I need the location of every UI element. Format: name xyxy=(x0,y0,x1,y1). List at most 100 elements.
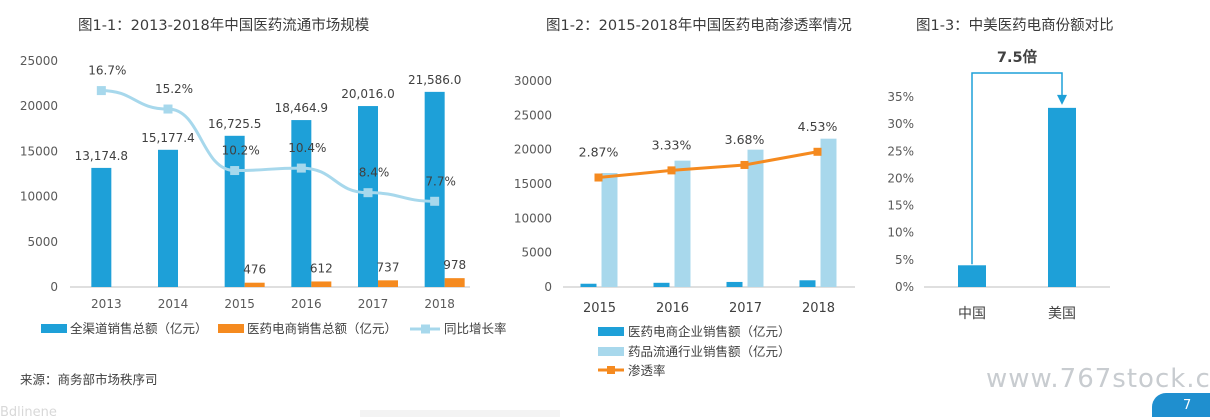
c1-bar-ecom-label: 737 xyxy=(377,260,400,274)
page-number-badge: 7 xyxy=(1152,393,1210,417)
c1-bar-ecom-label: 476 xyxy=(243,263,266,277)
c1-ytick-label: 15000 xyxy=(20,144,58,158)
c1-ytick-label: 5000 xyxy=(27,235,58,249)
c3-bar xyxy=(1048,107,1076,287)
c1-bar-ecom xyxy=(378,280,398,287)
c2-legend-swatch-industry xyxy=(598,347,624,356)
c1-bar-total-label: 15,177.4 xyxy=(141,131,194,145)
c2-penetration-label: 3.68% xyxy=(725,132,765,147)
c1-ytick-label: 0 xyxy=(50,280,58,294)
c1-growth-point xyxy=(230,166,240,176)
chart2-title: 图1-2：2015-2018年中国医药电商渗透率情况 xyxy=(546,18,852,34)
c1-growth-point xyxy=(430,196,440,206)
c3-ytick-label: 30% xyxy=(887,117,914,131)
c2-bar-ecom xyxy=(726,281,743,287)
c3-ytick-label: 20% xyxy=(887,171,914,185)
c2-bar-ecom xyxy=(580,283,597,287)
c2-penetration-point xyxy=(594,173,603,182)
c1-bar-ecom-label: 978 xyxy=(443,258,466,272)
c1-ytick-label: 10000 xyxy=(20,190,58,204)
c1-xtick-label: 2014 xyxy=(158,297,189,311)
c1-bar-ecom-label: 612 xyxy=(310,261,333,275)
chart3-title: 图1-3：中美医药电商份额对比 xyxy=(916,18,1114,34)
c1-bar-total xyxy=(91,167,112,287)
c1-xtick-label: 2018 xyxy=(424,297,455,311)
c2-ytick-label: 10000 xyxy=(514,211,552,225)
c2-legend-penetration: 渗透率 xyxy=(628,363,666,378)
c3-bar xyxy=(958,265,986,287)
c1-xtick-label: 2013 xyxy=(91,297,122,311)
c1-growth-label: 10.4% xyxy=(288,141,326,155)
c1-bar-ecom xyxy=(311,281,332,287)
logo-fragment: Bdlinene xyxy=(0,405,57,420)
c1-xtick-label: 2017 xyxy=(358,297,389,311)
c1-bar-total-label: 16,725.5 xyxy=(208,117,261,131)
page-number: 7 xyxy=(1183,398,1192,413)
c2-bar-industry xyxy=(747,149,764,287)
watermark: www.767stock.com xyxy=(986,364,1210,394)
c1-growth-label: 10.2% xyxy=(222,144,260,158)
c1-growth-point xyxy=(363,188,373,198)
c2-ytick-label: 25000 xyxy=(514,108,552,122)
c1-growth-point xyxy=(163,104,173,114)
source-note: 来源：商务部市场秩序司 xyxy=(20,372,158,387)
c3-ytick-label: 0% xyxy=(895,280,914,294)
c1-legend-line-marker xyxy=(421,324,430,334)
c3-xtick-label: 美国 xyxy=(1048,306,1076,322)
c2-penetration-line xyxy=(598,150,818,180)
c3-arrow-head xyxy=(1057,94,1067,105)
c2-bar-ecom xyxy=(653,282,670,287)
c1-bar-total xyxy=(291,120,312,287)
c3-comparison-arrow xyxy=(971,72,1063,265)
c2-penetration-label: 2.87% xyxy=(579,145,619,160)
c2-legend-industry: 药品流通行业销售额（亿元） xyxy=(628,344,791,359)
c1-bar-total xyxy=(158,149,178,287)
c2-xtick-label: 2015 xyxy=(583,301,616,316)
c3-ytick-label: 5% xyxy=(895,253,914,267)
c1-bar-ecom xyxy=(244,282,265,287)
c2-bar-industry xyxy=(601,173,618,287)
c3-ytick-label: 15% xyxy=(887,199,914,213)
c3-xtick-label: 中国 xyxy=(958,306,986,322)
chart1-title: 图1-1：2013-2018年中国医药流通市场规模 xyxy=(78,18,370,34)
c2-ytick-label: 20000 xyxy=(514,143,552,157)
c2-ytick-label: 15000 xyxy=(514,177,552,191)
c1-bar-total xyxy=(224,135,245,287)
c1-legend-swatch-total xyxy=(41,324,67,333)
c1-bar-total-label: 18,464.9 xyxy=(275,101,328,115)
c2-xtick-label: 2016 xyxy=(656,301,689,316)
c2-bar-industry xyxy=(674,160,691,287)
c1-legend-swatch-ecom xyxy=(218,324,244,333)
c3-ytick-label: 10% xyxy=(887,226,914,240)
c2-penetration-point xyxy=(667,166,676,175)
c1-growth-label: 8.4% xyxy=(359,166,390,180)
bottom-bar xyxy=(360,410,560,417)
c2-ytick-label: 30000 xyxy=(514,74,552,88)
c2-penetration-point xyxy=(813,147,822,156)
c2-legend-swatch-ecom xyxy=(598,327,624,336)
c3-ytick-label: 35% xyxy=(887,90,914,104)
c1-growth-label: 15.2% xyxy=(155,82,193,96)
c1-bar-ecom xyxy=(444,278,465,287)
c2-xtick-label: 2018 xyxy=(802,301,835,316)
c1-bar-total-label: 21,586.0 xyxy=(408,73,461,87)
c2-penetration-label: 3.33% xyxy=(652,137,692,152)
c2-bar-industry xyxy=(820,138,837,287)
c1-growth-label: 7.7% xyxy=(425,174,456,188)
c2-bar-ecom xyxy=(799,280,816,287)
c1-ytick-label: 20000 xyxy=(20,99,58,113)
c1-legend-growth: 同比增长率 xyxy=(444,321,507,336)
c1-xtick-label: 2015 xyxy=(224,297,255,311)
c1-bar-total xyxy=(424,91,445,288)
c2-xtick-label: 2017 xyxy=(729,301,762,316)
c1-legend-total: 全渠道销售总额（亿元） xyxy=(70,321,208,336)
c1-legend-ecom: 医药电商销售总额（亿元） xyxy=(247,321,397,336)
c1-bar-total-label: 20,016.0 xyxy=(341,87,394,101)
c2-legend-ecom: 医药电商企业销售额（亿元） xyxy=(628,324,791,339)
c1-growth-point xyxy=(296,163,306,173)
c2-ytick-label: 5000 xyxy=(521,246,552,260)
c3-ytick-label: 25% xyxy=(887,144,914,158)
